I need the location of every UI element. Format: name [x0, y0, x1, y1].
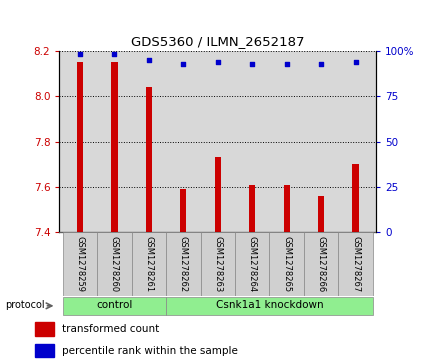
Bar — [97, 232, 132, 296]
Bar — [111, 62, 117, 232]
Bar — [35, 322, 54, 336]
Point — [283, 61, 290, 66]
Bar — [166, 232, 201, 296]
Point — [352, 59, 359, 65]
Bar — [352, 164, 359, 232]
Text: GSM1278263: GSM1278263 — [213, 236, 222, 292]
Bar — [166, 297, 373, 315]
Point — [180, 61, 187, 66]
Text: Csnk1a1 knockdown: Csnk1a1 knockdown — [216, 301, 323, 310]
Text: GSM1278259: GSM1278259 — [76, 236, 84, 292]
Point — [77, 52, 84, 57]
Bar — [201, 232, 235, 296]
Point — [214, 59, 221, 65]
Point — [318, 61, 325, 66]
Bar — [146, 87, 152, 232]
Point — [249, 61, 256, 66]
Text: GSM1278267: GSM1278267 — [351, 236, 360, 292]
Bar — [318, 196, 324, 232]
Text: GSM1278264: GSM1278264 — [248, 236, 257, 292]
Point — [111, 52, 118, 57]
Bar — [283, 185, 290, 232]
Text: GSM1278262: GSM1278262 — [179, 236, 188, 292]
Text: GSM1278260: GSM1278260 — [110, 236, 119, 292]
Text: GSM1278261: GSM1278261 — [144, 236, 154, 292]
Bar — [63, 297, 166, 315]
Bar — [338, 232, 373, 296]
Text: transformed count: transformed count — [62, 324, 160, 334]
Bar — [180, 189, 187, 232]
Bar — [35, 344, 54, 357]
Bar — [63, 232, 97, 296]
Text: GSM1278265: GSM1278265 — [282, 236, 291, 292]
Bar — [249, 185, 255, 232]
Bar — [269, 232, 304, 296]
Text: protocol: protocol — [5, 300, 44, 310]
Bar — [215, 158, 221, 232]
Title: GDS5360 / ILMN_2652187: GDS5360 / ILMN_2652187 — [131, 35, 304, 48]
Text: control: control — [96, 301, 133, 310]
Bar — [132, 232, 166, 296]
Point — [145, 57, 152, 63]
Bar — [304, 232, 338, 296]
Bar — [235, 232, 269, 296]
Text: percentile rank within the sample: percentile rank within the sample — [62, 346, 238, 356]
Text: GSM1278266: GSM1278266 — [317, 236, 326, 292]
Bar — [77, 62, 83, 232]
